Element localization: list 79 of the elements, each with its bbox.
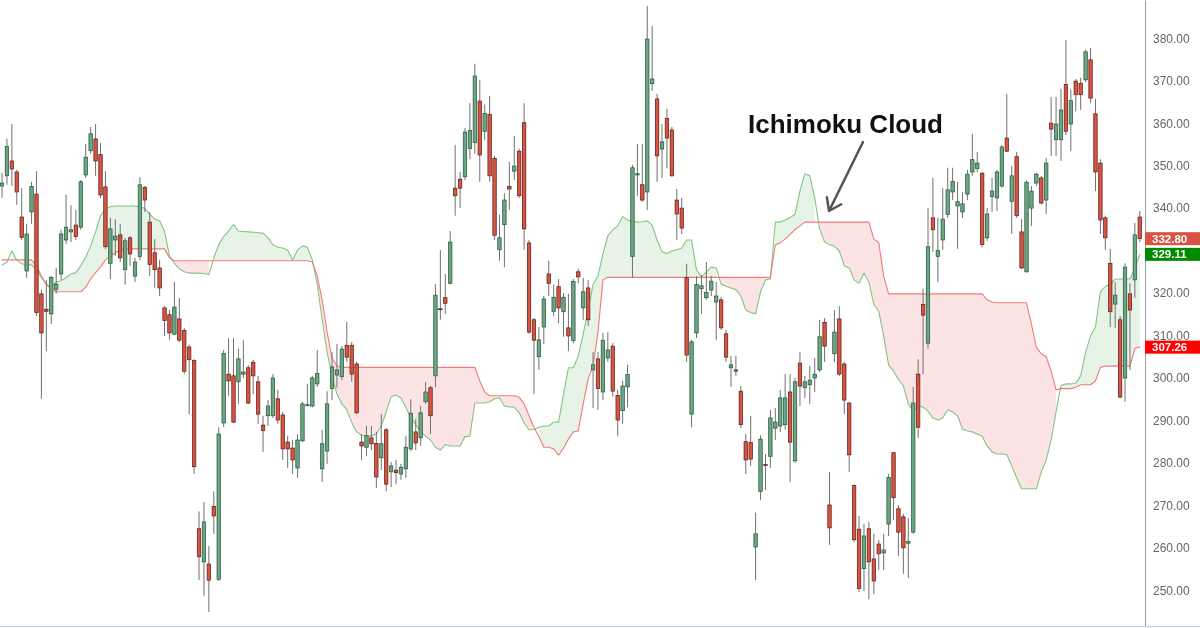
candlestick [704, 261, 709, 301]
candlestick [443, 273, 448, 315]
candlestick [1113, 281, 1118, 329]
candlestick [83, 143, 88, 179]
data-label: 307.26 [1152, 341, 1188, 354]
candlestick [709, 275, 714, 297]
candlestick [507, 161, 512, 211]
candlestick [822, 317, 827, 363]
candlestick [906, 517, 911, 579]
candlestick [482, 103, 487, 141]
y-tick-label: 310.00 [1153, 328, 1191, 343]
candlestick [438, 249, 443, 321]
candlestick [876, 539, 881, 571]
y-tick-label: 320.00 [1153, 286, 1191, 301]
candlestick [329, 351, 335, 401]
y-tick-label: 280.00 [1153, 456, 1191, 471]
candlestick [132, 257, 138, 283]
candlestick [556, 278, 561, 324]
candlestick [389, 461, 394, 488]
line-series [1, 221, 1141, 456]
candlestick [659, 123, 665, 179]
candlestick [561, 292, 566, 338]
y-tick-label: 290.00 [1153, 413, 1191, 428]
candlestick [453, 144, 458, 217]
candlestick [1053, 96, 1059, 157]
candlestick [881, 533, 886, 571]
candlestick [334, 343, 340, 389]
candlestick [1049, 96, 1054, 157]
candlestick [728, 355, 734, 388]
candlestick [142, 185, 147, 213]
candlestick [260, 415, 266, 453]
candlestick [581, 277, 586, 321]
candlestick [1068, 89, 1073, 152]
y-tick-label: 380.00 [1153, 31, 1191, 46]
y-tick-label: 260.00 [1153, 541, 1191, 556]
text: 332.80 [1152, 232, 1188, 245]
y-tick-label: 360.00 [1153, 116, 1191, 131]
candlestick [921, 288, 926, 375]
candlestick [827, 471, 832, 546]
candlestick [812, 357, 817, 393]
candlestick [0, 172, 5, 199]
candlestick [546, 260, 551, 297]
candlestick [127, 235, 133, 267]
candlestick [211, 490, 216, 535]
candlestick [88, 126, 93, 155]
candlestick [985, 207, 990, 242]
y-tick-label: 370.00 [1153, 74, 1191, 89]
y-tick-label: 270.00 [1153, 498, 1191, 513]
candlestick [379, 413, 384, 471]
candlestick [551, 284, 556, 317]
candlestick [359, 433, 364, 461]
candlestick [930, 177, 935, 253]
candlestick [590, 351, 596, 409]
y-tick-label: 250.00 [1153, 583, 1191, 598]
y-tick-label: 350.00 [1153, 158, 1191, 173]
candlestick [364, 425, 369, 457]
y-tick-label: 340.00 [1153, 201, 1191, 216]
candlestick [714, 281, 719, 341]
candlestick [19, 187, 24, 241]
candlestick [68, 204, 74, 243]
candlestick [413, 418, 418, 451]
candlestick [497, 214, 502, 262]
candlestick [797, 351, 803, 407]
annotation: Ichimoku Cloud [748, 109, 943, 139]
candlestick [393, 459, 399, 485]
candlestick [763, 453, 768, 491]
candlestick [566, 293, 571, 352]
candlestick [73, 209, 78, 241]
candlestick [753, 512, 758, 581]
candlestick [965, 169, 970, 201]
y-tick-label: 300.00 [1153, 371, 1191, 386]
candlestick [1127, 282, 1133, 371]
candlestick [640, 143, 645, 203]
candlestick [723, 329, 729, 363]
data-label: 329.11 [1152, 248, 1188, 261]
candlestick [512, 135, 517, 181]
candlestick [423, 381, 428, 405]
candlestick [733, 355, 738, 377]
candlestick [832, 309, 837, 363]
